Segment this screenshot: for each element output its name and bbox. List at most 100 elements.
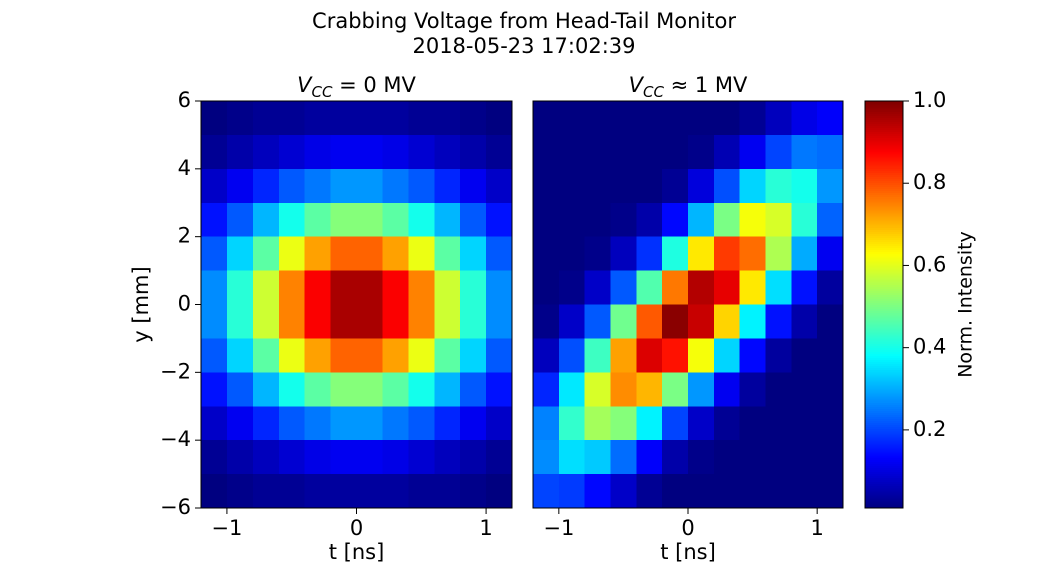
colorbar-band [865, 343, 903, 346]
colorbar-band [865, 448, 903, 452]
colorbar-band [865, 432, 903, 436]
colorbar-band [865, 337, 903, 340]
heatmap-cell [382, 236, 409, 272]
heatmap-cell [662, 474, 689, 508]
heatmap-cell [817, 474, 843, 508]
heatmap-cell [791, 134, 818, 170]
colorbar-band [865, 286, 903, 289]
axes-title: VCC = 0 MV [297, 73, 416, 101]
heatmap-cell [558, 134, 586, 170]
heatmap-cell [817, 406, 843, 441]
heatmap-cell [533, 202, 560, 238]
heatmap-cell [662, 236, 689, 272]
colorbar-band [865, 151, 903, 155]
heatmap-cell [382, 304, 409, 340]
heatmap-cell [356, 304, 384, 340]
heatmap-cell [636, 168, 663, 204]
heatmap-cell [201, 474, 228, 508]
heatmap-cell [408, 338, 435, 373]
heatmap-cell [636, 304, 663, 340]
colorbar-band [865, 117, 903, 120]
colorbar-band [865, 420, 903, 424]
colorbar-band [865, 312, 903, 316]
heatmap-cell [713, 236, 741, 272]
colorbar-band [865, 371, 903, 375]
colorbar-band [865, 505, 903, 509]
colorbar-band [865, 139, 903, 143]
colorbar-band [865, 235, 903, 238]
heatmap-cell [610, 168, 637, 204]
heatmap-cell [460, 101, 487, 136]
heatmap-cell [382, 270, 409, 306]
colorbar-band [865, 247, 903, 251]
heatmap-cell [434, 338, 461, 373]
colorbar-band [865, 501, 903, 505]
colorbar-band [865, 115, 903, 118]
heatmap-cell [356, 134, 384, 170]
heatmap-cell [688, 101, 715, 136]
heatmap-cell [791, 202, 818, 238]
heatmap-cell [304, 202, 332, 238]
heatmap-cell [486, 168, 512, 204]
heatmap-cell [252, 236, 280, 272]
colorbar-band [865, 436, 903, 440]
colorbar-band [865, 298, 903, 302]
heatmap-cell [610, 372, 637, 407]
colorbar-band [865, 375, 903, 379]
heatmap-cell [765, 202, 792, 238]
colorbar-band [865, 196, 903, 200]
heatmap-cell [791, 101, 818, 136]
heatmap-cell [252, 202, 280, 238]
heatmap-cell [713, 270, 741, 306]
colorbar-band [865, 475, 903, 479]
colorbar-band [865, 499, 903, 503]
colorbar-band [865, 408, 903, 411]
heatmap-cell [304, 338, 332, 373]
heatmap-cell [382, 474, 409, 508]
colorbar-band [865, 265, 903, 269]
colorbar-band [865, 172, 903, 175]
heatmap-cell [460, 406, 487, 441]
heatmap-cell [356, 168, 384, 204]
colorbar-band [865, 257, 903, 261]
heatmap-cell [330, 338, 358, 373]
heatmap-cell [610, 338, 637, 373]
x-axis-label: t [ns] [660, 540, 716, 564]
heatmap-cell [817, 202, 843, 238]
colorbar-band [865, 259, 903, 263]
colorbar-band [865, 141, 903, 145]
heatmap-cell [304, 474, 332, 508]
heatmap-cell [382, 440, 409, 475]
colorbar-band [865, 198, 903, 202]
heatmap-cell [610, 270, 637, 306]
heatmap-cell [584, 270, 612, 306]
heatmap-cell [688, 406, 715, 441]
heatmap-cell [382, 338, 409, 373]
colorbar-band [865, 349, 903, 352]
title-symbol: V [629, 73, 645, 97]
colorbar-band [865, 491, 903, 495]
heatmap-cell [739, 440, 767, 475]
colorbar-band [865, 292, 903, 295]
colorbar-band [865, 107, 903, 110]
colorbar-band [865, 426, 903, 430]
colorbar-frame [864, 100, 904, 509]
heatmap-cell [713, 304, 741, 340]
colorbar-band [865, 455, 903, 458]
colorbar-band [865, 178, 903, 181]
heatmap-cell [201, 440, 228, 475]
heatmap-cell [434, 372, 461, 407]
title-symbol: V [297, 73, 313, 97]
colorbar-band [865, 485, 903, 489]
colorbar-band [865, 133, 903, 137]
heatmap-cell [330, 270, 358, 306]
colorbar-band [865, 473, 903, 477]
colorbar-band [865, 125, 903, 129]
heatmap-cell [791, 270, 818, 306]
heatmap-cell [486, 474, 512, 508]
colorbar-band [865, 200, 903, 204]
heatmap-cell [533, 236, 560, 272]
colorbar-band [865, 373, 903, 377]
heatmap-cell [688, 236, 715, 272]
